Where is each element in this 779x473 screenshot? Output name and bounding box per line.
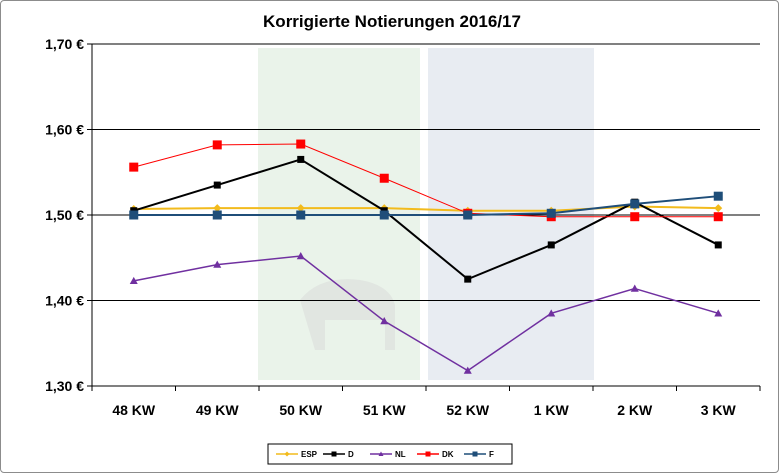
data-point-nl: [213, 260, 222, 268]
x-axis-ticks: 48 KW 49 KW 50 KW 51 KW 52 KW 1 KW 2 KW 3 KW: [91, 386, 761, 418]
data-point-nl: [129, 276, 138, 285]
data-point-dk: [379, 173, 389, 183]
data-point-d: [297, 155, 305, 163]
y-tick-label: 1,60 €: [45, 122, 84, 138]
data-point-esp: [714, 204, 723, 213]
data-point-nl: [463, 366, 472, 374]
data-point-nl: [630, 284, 639, 292]
legend-item-f: F: [464, 450, 494, 459]
data-point-dk: [129, 162, 139, 172]
chart-title: Korrigierte Notierungen 2016/17: [263, 12, 521, 31]
data-point-d: [714, 241, 722, 249]
y-tick-label: 1,30 €: [45, 378, 84, 394]
x-tick-label: 49 KW: [196, 402, 240, 418]
legend-swatch-marker: [378, 451, 384, 456]
series-line-f: [133, 195, 719, 216]
data-point-f: [630, 199, 640, 209]
legend-item-esp: ESP: [276, 450, 318, 459]
x-tick-label: 51 KW: [363, 402, 407, 418]
data-point-d: [464, 275, 472, 283]
data-point-nl: [296, 252, 305, 260]
data-point-dk: [713, 212, 723, 222]
data-point-dk: [212, 140, 222, 150]
data-point-f: [463, 210, 473, 220]
data-point-dk: [630, 212, 640, 222]
series-line-esp: [133, 205, 719, 212]
y-tick-label: 1,40 €: [45, 293, 84, 309]
series-line-d: [133, 158, 719, 281]
legend-swatch-marker: [472, 451, 478, 457]
legend-swatch-marker: [425, 451, 431, 457]
y-tick-label: 1,50 €: [45, 207, 84, 223]
legend-label: NL: [395, 450, 406, 459]
data-point-f: [212, 210, 222, 220]
data-point-f: [296, 210, 306, 220]
data-point-nl: [714, 309, 723, 317]
y-tick-label: 1,70 €: [45, 36, 84, 52]
x-tick-label: 3 KW: [701, 402, 737, 418]
series-f: [129, 191, 723, 220]
series-nl: [129, 252, 723, 374]
legend-label: F: [489, 450, 494, 459]
legend-item-nl: NL: [370, 450, 406, 459]
series-line-dk: [133, 143, 719, 218]
legend-swatch-marker: [284, 451, 290, 457]
legend-item-dk: DK: [417, 450, 454, 459]
data-point-d: [547, 241, 555, 249]
data-point-f: [129, 210, 139, 220]
x-tick-label: 2 KW: [617, 402, 653, 418]
data-point-f: [546, 208, 556, 218]
data-point-d: [213, 181, 221, 189]
data-point-esp: [296, 204, 305, 213]
legend-swatch-marker: [331, 451, 337, 457]
data-point-nl: [547, 309, 556, 317]
x-tick-label: 50 KW: [279, 402, 323, 418]
data-point-f: [379, 210, 389, 220]
legend: ESP D NL DK F: [267, 443, 513, 465]
legend-item-d: D: [323, 450, 354, 459]
data-point-nl: [380, 317, 389, 325]
series-group: [129, 139, 723, 374]
x-tick-label: 48 KW: [112, 402, 156, 418]
x-tick-label: 52 KW: [446, 402, 490, 418]
legend-label: D: [348, 450, 354, 459]
x-tick-label: 1 KW: [534, 402, 570, 418]
y-axis-ticks: 1,30 € 1,40 € 1,50 € 1,60 € 1,70 €: [45, 36, 92, 394]
data-point-esp: [213, 204, 222, 213]
legend-label: ESP: [301, 450, 318, 459]
gridlines: [92, 43, 760, 301]
legend-label: DK: [442, 450, 454, 459]
series-line-nl: [133, 255, 719, 372]
data-point-dk: [296, 139, 306, 149]
data-point-f: [713, 191, 723, 201]
